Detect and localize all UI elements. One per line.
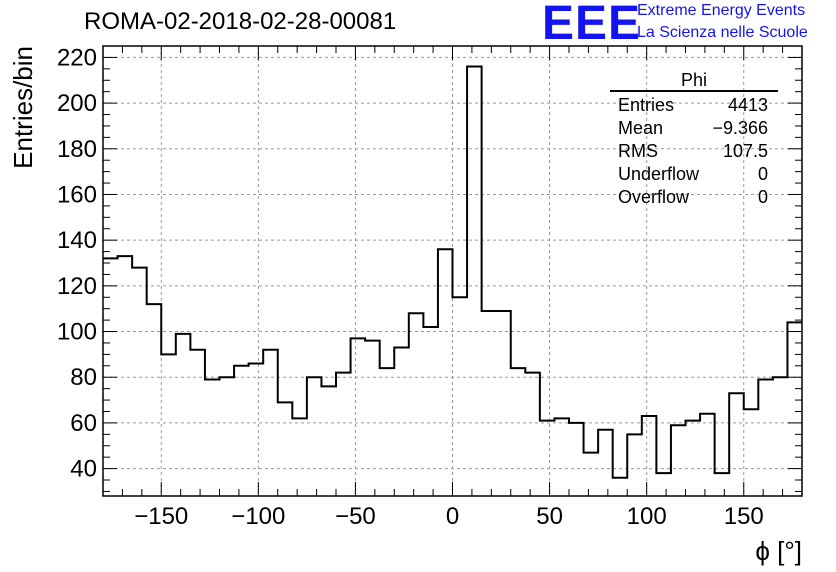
stats-row-entries: Entries 4413 bbox=[610, 94, 778, 117]
stats-row-underflow: Underflow 0 bbox=[610, 163, 778, 186]
x-tick-label: 0 bbox=[446, 503, 459, 530]
stats-row-rms: RMS 107.5 bbox=[610, 140, 778, 163]
stats-label: Underflow bbox=[618, 164, 700, 184]
x-tick-label: 100 bbox=[627, 503, 667, 530]
y-tick-label: 100 bbox=[57, 319, 97, 346]
y-tick-label: 120 bbox=[57, 273, 97, 300]
stats-box: Phi Entries 4413 Mean −9.366 RMS 107.5 U… bbox=[610, 70, 778, 209]
stats-row-overflow: Overflow 0 bbox=[610, 186, 778, 209]
logo-line-1: Extreme Energy Events bbox=[637, 2, 806, 19]
y-tick-label: 180 bbox=[57, 136, 97, 163]
logo-line-2: La Scienza nelle Scuole bbox=[637, 24, 808, 41]
stats-label: RMS bbox=[618, 141, 658, 161]
y-tick-label: 80 bbox=[70, 364, 97, 391]
stats-label: Overflow bbox=[618, 187, 690, 207]
y-tick-label: 60 bbox=[70, 410, 97, 437]
stats-value: −9.366 bbox=[712, 118, 768, 138]
stats-value: 0 bbox=[757, 164, 768, 184]
stats-label: Entries bbox=[618, 95, 675, 115]
stats-row-mean: Mean −9.366 bbox=[610, 117, 778, 140]
stats-box-divider bbox=[610, 90, 778, 92]
stats-value: 0 bbox=[757, 187, 768, 207]
x-tick-label: 150 bbox=[724, 503, 764, 530]
eee-logo: EEE bbox=[542, 0, 642, 50]
histogram-line bbox=[103, 65, 802, 479]
x-tick-label: −50 bbox=[335, 503, 376, 530]
y-tick-label: 140 bbox=[57, 227, 97, 254]
x-tick-label: 50 bbox=[536, 503, 563, 530]
y-tick-label: 40 bbox=[70, 456, 97, 483]
stats-value: 4413 bbox=[727, 95, 768, 115]
stats-box-name: Phi bbox=[680, 70, 707, 90]
x-axis-label: ϕ [°] bbox=[755, 536, 802, 566]
chart-title: ROMA-02-2018-02-28-00081 bbox=[84, 8, 397, 35]
x-tick-label: −100 bbox=[231, 503, 285, 530]
y-tick-label: 200 bbox=[57, 90, 97, 117]
x-tick-label: −150 bbox=[134, 503, 188, 530]
plot-frame bbox=[102, 45, 803, 497]
stats-label: Mean bbox=[618, 118, 664, 138]
y-tick-label: 160 bbox=[57, 181, 97, 208]
y-axis-label: Entries/bin bbox=[8, 46, 38, 169]
stats-value: 107.5 bbox=[722, 141, 768, 161]
y-tick-label: 220 bbox=[57, 44, 97, 71]
